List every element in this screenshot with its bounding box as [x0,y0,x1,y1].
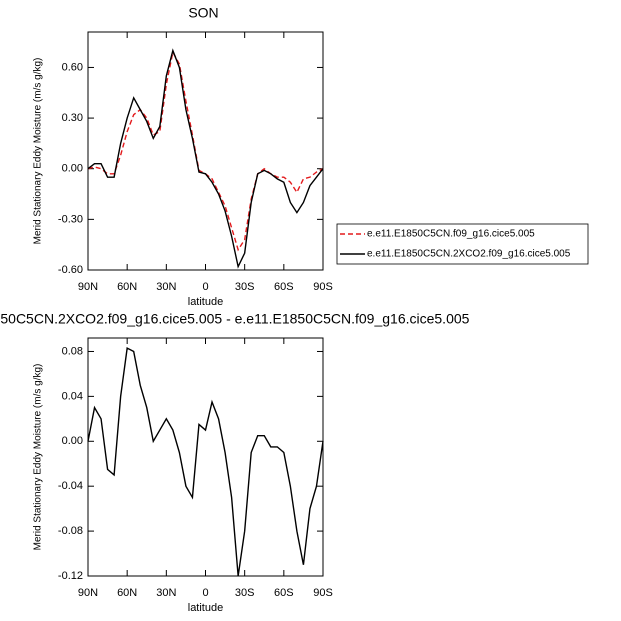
legend-label: e.e11.E1850C5CN.2XCO2.f09_g16.cice5.005 [367,249,571,260]
x-tick-label: 60N [117,587,137,599]
x-axis-label: latitude [188,296,223,308]
x-tick-label: 30N [156,587,176,599]
chart-title: SON [188,5,218,21]
x-tick-label: 30N [156,281,176,293]
series-line [87,50,324,252]
y-tick-label: -0.04 [58,480,83,492]
x-tick-label: 30S [235,281,255,293]
y-tick-label: 0.00 [62,163,83,175]
y-tick-label: -0.08 [58,525,83,537]
y-tick-label: 0.60 [62,61,83,73]
x-tick-label: 90N [78,281,98,293]
chart-title: e.e11.E1850C5CN.2XCO2.f09_g16.cice5.005 … [0,311,470,327]
y-tick-label: -0.30 [58,213,83,225]
y-tick-label: 0.30 [62,112,83,124]
y-tick-label: 0.08 [62,345,83,357]
x-tick-label: 90S [313,587,333,599]
plot-frame [87,31,324,271]
x-tick-label: 60S [274,587,294,599]
series-line [87,347,324,577]
y-axis-label: Merid Stationary Eddy Moisture (m/s g/kg… [33,58,44,245]
y-axis-label: Merid Stationary Eddy Moisture (m/s g/kg… [33,364,44,551]
x-tick-label: 30S [235,587,255,599]
x-tick-label: 60N [117,281,137,293]
legend-box [336,223,589,265]
y-tick-label: -0.60 [58,264,83,276]
legend-label: e.e11.E1850C5CN.f09_g16.cice5.005 [367,229,535,240]
x-axis-label: latitude [188,602,223,614]
y-tick-label: 0.00 [62,435,83,447]
x-tick-label: 90N [78,587,98,599]
series-line [87,48,324,269]
y-tick-label: -0.12 [58,570,83,582]
y-tick-label: 0.04 [62,390,83,402]
x-tick-label: 0 [202,587,208,599]
x-tick-label: 0 [202,281,208,293]
x-tick-label: 90S [313,281,333,293]
x-tick-label: 60S [274,281,294,293]
